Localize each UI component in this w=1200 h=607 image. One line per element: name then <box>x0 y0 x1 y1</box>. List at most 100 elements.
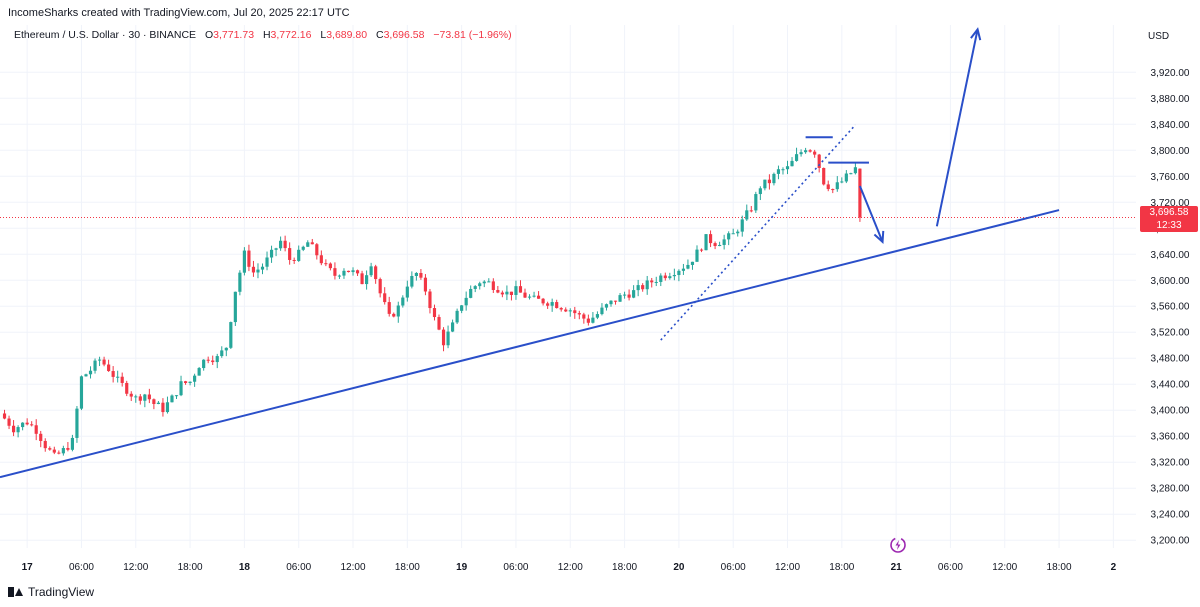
x-tick-label: 20 <box>673 562 685 573</box>
candle-body <box>401 297 405 306</box>
y-tick-label: 3,280.00 <box>1151 484 1190 495</box>
candle-body <box>66 448 70 450</box>
y-tick-label: 3,640.00 <box>1151 250 1190 261</box>
candle-body <box>636 285 640 291</box>
x-tick-label: 18:00 <box>1047 562 1072 573</box>
candle-body <box>736 231 740 234</box>
x-tick-label: 12:00 <box>775 562 800 573</box>
candle-body <box>763 179 767 189</box>
candle-body <box>306 242 310 247</box>
candle-body <box>165 402 170 413</box>
y-tick-label: 3,360.00 <box>1151 432 1190 443</box>
candle-body <box>7 418 11 426</box>
candle-body <box>822 167 826 185</box>
candle-body <box>193 375 197 382</box>
support-trendline <box>0 209 1060 479</box>
low-label: L <box>320 29 327 41</box>
candle-body <box>396 305 400 317</box>
candle-body <box>161 402 165 413</box>
candle-body <box>11 425 16 433</box>
last-price-value: 3,696.58 <box>1149 207 1189 218</box>
candle-body <box>681 268 685 271</box>
candle-body <box>333 268 337 276</box>
candle-body <box>754 194 758 211</box>
candle-body <box>365 275 369 285</box>
candle-body <box>143 394 147 401</box>
x-tick-label: 06:00 <box>503 562 528 573</box>
price-axis[interactable]: 3,200.00 3,240.00 3,280.00 3,320.00 3,360.00… <box>1151 68 1190 547</box>
candle-body <box>183 381 188 383</box>
candle-body <box>550 302 554 306</box>
candle-body <box>211 360 215 363</box>
candle-body <box>48 448 52 450</box>
candle-body <box>804 150 808 153</box>
candle-body <box>704 234 708 251</box>
candle-body <box>202 359 206 369</box>
up-arrow-head <box>970 27 982 41</box>
candle-body <box>437 317 441 330</box>
x-tick-label: 12:00 <box>123 562 148 573</box>
candle-body <box>609 300 613 305</box>
candle-body <box>713 243 717 247</box>
candle-body <box>111 371 115 377</box>
candle-body <box>817 154 821 168</box>
last-price-badge: 3,696.58 12:33 <box>1140 206 1198 232</box>
candle-body <box>283 240 287 249</box>
bar-countdown: 12:33 <box>1156 220 1182 231</box>
x-tick-label: 06:00 <box>69 562 94 573</box>
y-tick-label: 3,520.00 <box>1151 328 1190 339</box>
candle-body <box>387 302 391 314</box>
x-tick-label: 12:00 <box>341 562 366 573</box>
candle-body <box>369 266 373 276</box>
candle-body <box>505 291 509 295</box>
candle-body <box>70 437 74 450</box>
candle-body <box>781 169 785 171</box>
candle-body <box>808 150 812 152</box>
candle-body <box>319 255 323 264</box>
footer-brand[interactable]: TradingView <box>8 585 94 599</box>
candle-body <box>441 329 446 346</box>
ohlc-legend: Ethereum / U.S. Dollar · 30 · BINANCE O3… <box>14 29 512 41</box>
up-arrow <box>935 29 979 227</box>
candle-body <box>568 310 572 312</box>
candle-body <box>536 295 541 299</box>
x-tick-label: 06:00 <box>721 562 746 573</box>
candle-body <box>419 272 423 278</box>
candle-body <box>125 382 129 394</box>
candle-body <box>772 173 776 184</box>
candle-body <box>188 381 192 383</box>
candle-body <box>785 166 790 170</box>
candle-body <box>238 272 242 292</box>
candle-body <box>292 259 296 261</box>
candle-body <box>34 425 38 434</box>
time-axis[interactable]: 17 06:00 12:00 18:00 18 06:00 12:00 18:00 19 06:0… <box>22 562 1117 573</box>
x-tick-label: 19 <box>456 562 468 573</box>
candle-body <box>758 188 762 195</box>
y-tick-label: 3,760.00 <box>1151 172 1190 183</box>
candle-body <box>374 266 378 280</box>
x-tick-label: 21 <box>891 562 903 573</box>
high-value: 3,772.16 <box>270 29 312 41</box>
replay-icon[interactable] <box>888 535 908 555</box>
candle-body <box>279 240 283 249</box>
candle-body <box>473 286 477 289</box>
candle-body <box>229 322 233 348</box>
candle-body <box>491 281 495 291</box>
candle-body <box>740 219 744 232</box>
candle-body <box>197 368 201 376</box>
candle-body <box>43 440 47 449</box>
candle-body <box>690 261 695 265</box>
candle-body <box>206 359 210 361</box>
x-tick-label: 18:00 <box>829 562 854 573</box>
y-tick-label: 3,240.00 <box>1151 510 1190 521</box>
candle-body <box>668 276 672 279</box>
symbol-label[interactable]: Ethereum / U.S. Dollar · 30 · BINANCE <box>14 29 197 41</box>
candle-body <box>858 168 862 218</box>
currency-label[interactable]: USD <box>1148 31 1170 42</box>
candle-body <box>844 173 848 182</box>
candle-body <box>97 359 102 361</box>
candle-body <box>776 169 781 174</box>
candle-body <box>351 270 355 273</box>
down-arrow <box>858 185 884 243</box>
